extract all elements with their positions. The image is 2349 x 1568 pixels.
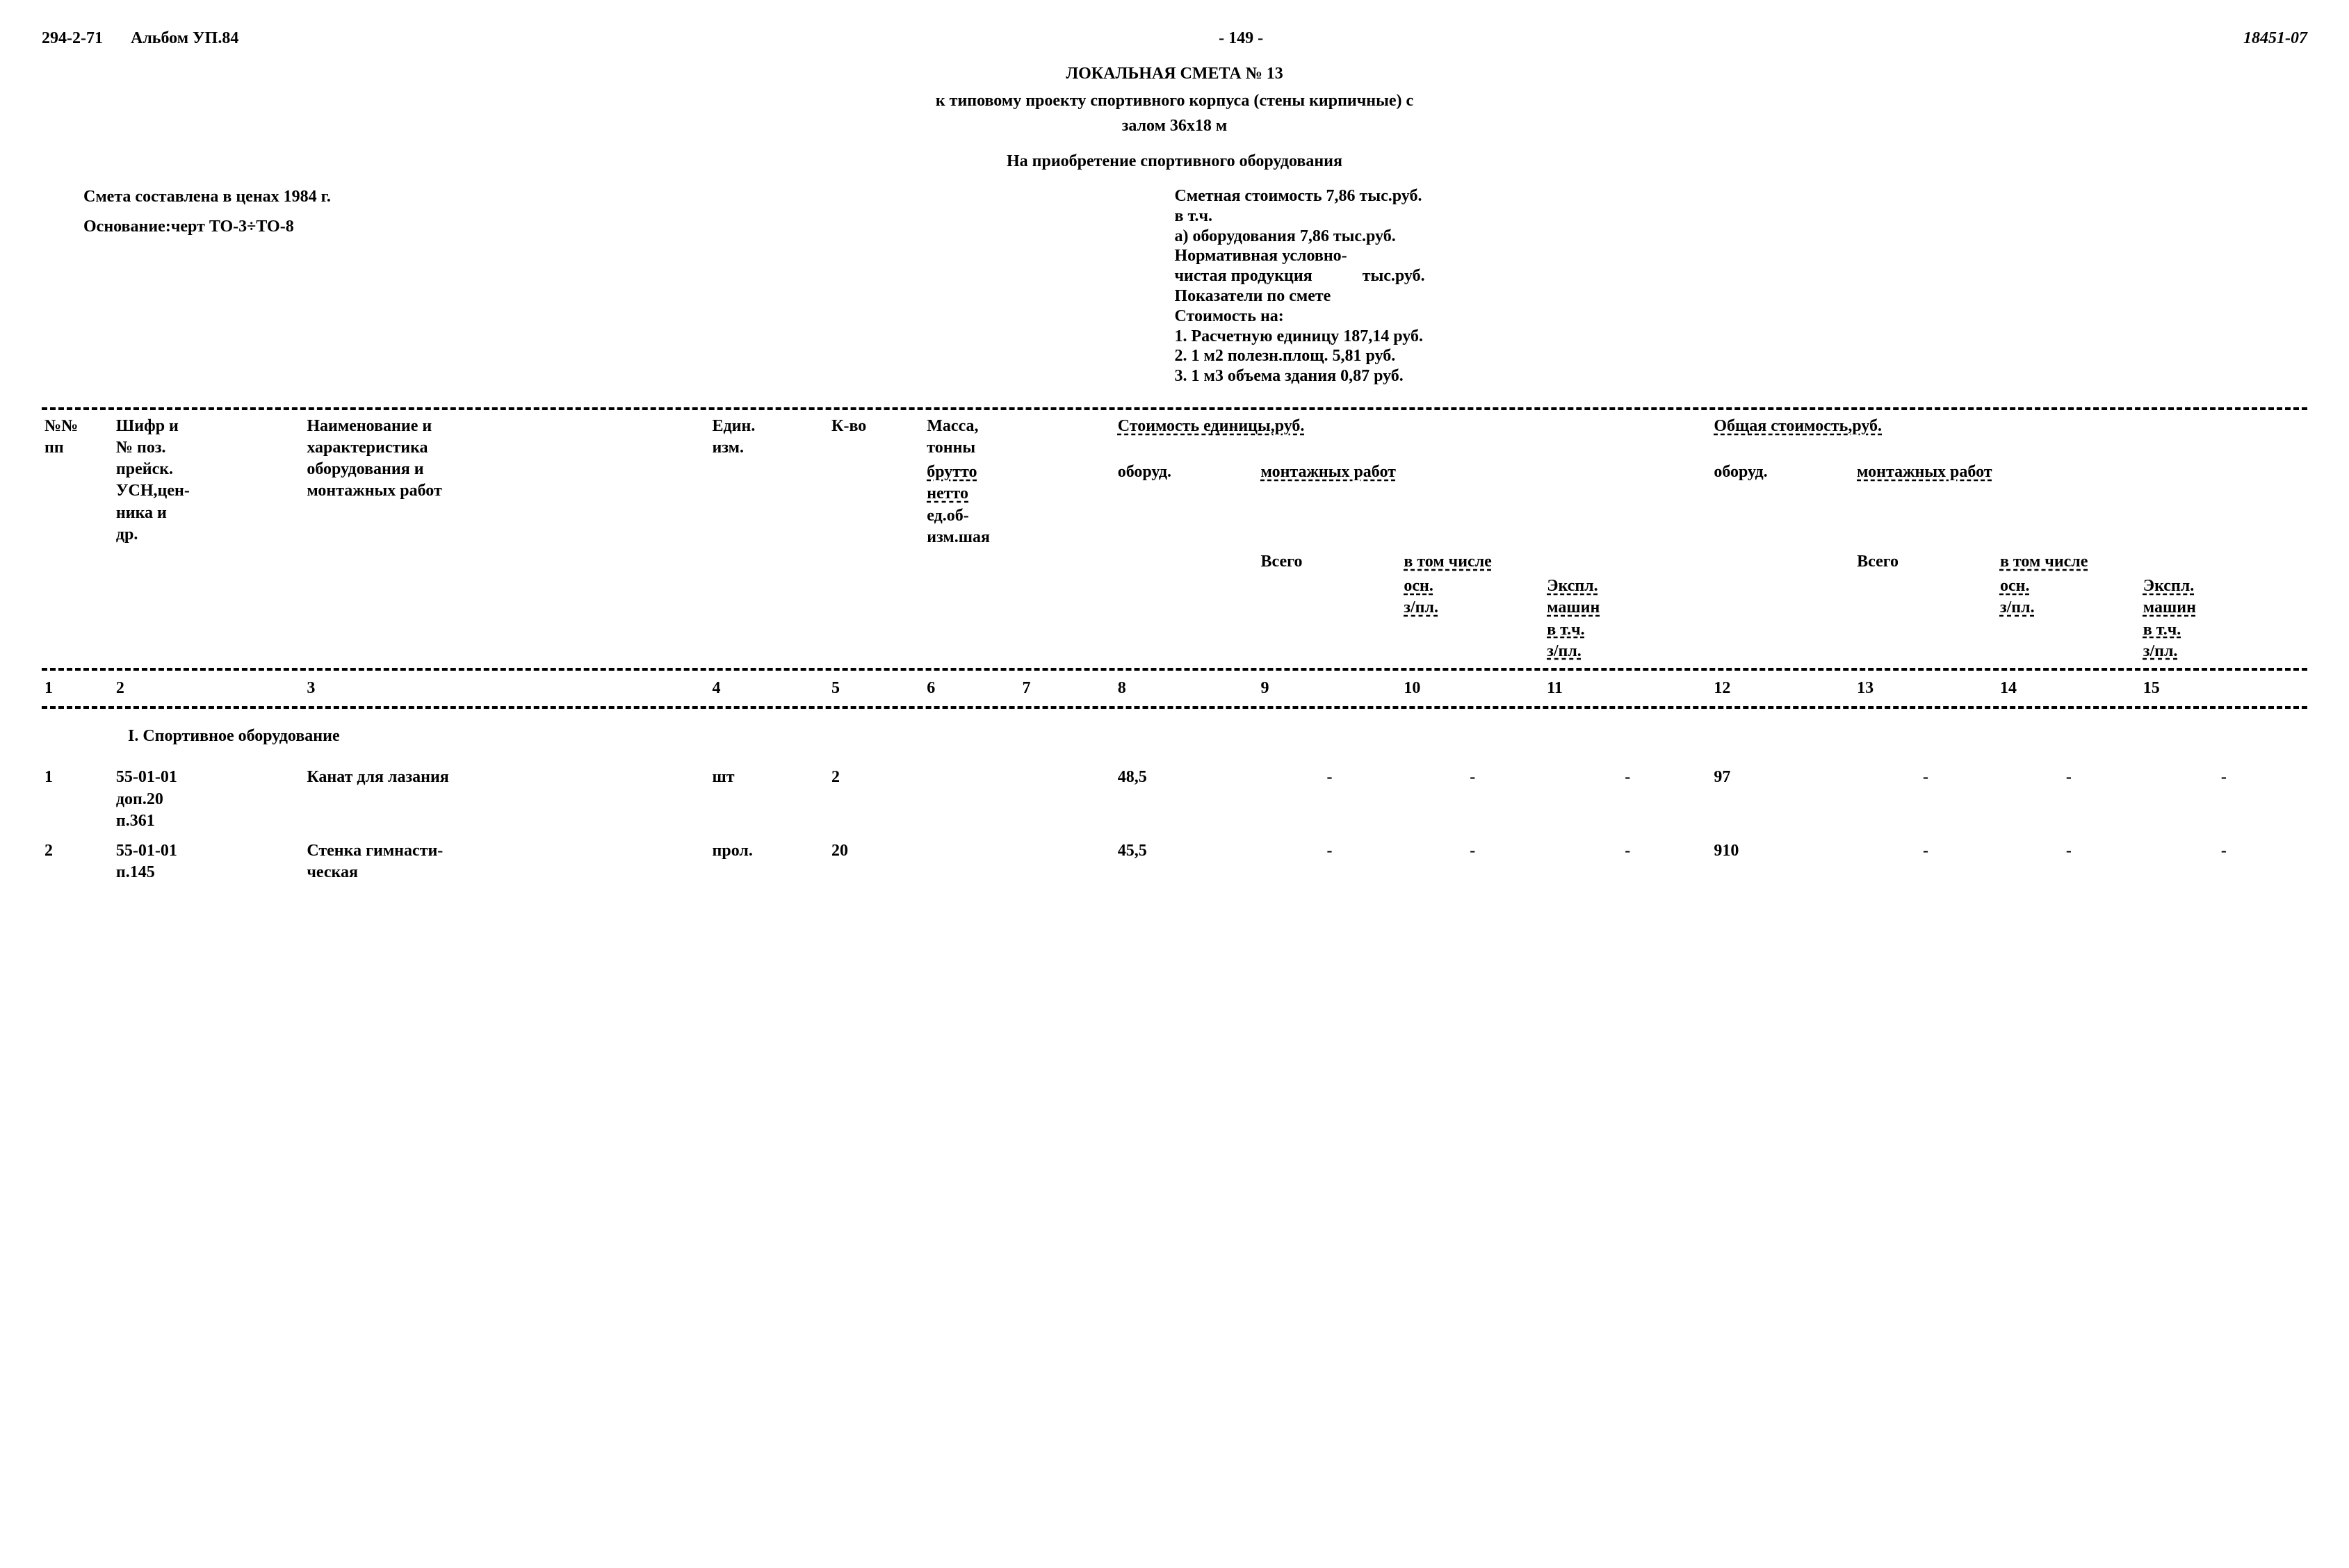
r2-c9: - [1258, 833, 1401, 885]
r2-c10: - [1401, 833, 1544, 885]
th-10: осн. з/пл. [1401, 574, 1544, 664]
th-12: оборуд. [1711, 460, 1854, 664]
ir-5: чистая продукция тыс.руб. [1175, 266, 2308, 286]
info-left-line1: Смета составлена в ценах 1984 г. [83, 186, 1062, 208]
coln-9: 9 [1258, 675, 1401, 702]
doc-number: 18451-07 [2243, 28, 2307, 49]
r1-c15: - [2140, 760, 2307, 833]
r1-n: 1 [42, 760, 113, 833]
title-sub: к типовому проекту спортивного корпуса (… [42, 90, 2307, 112]
th-mont2: монтажных работ [1854, 460, 2307, 550]
th-1: №№ пп [42, 414, 113, 664]
coln-1: 1 [42, 675, 113, 702]
title-main: ЛОКАЛЬНАЯ СМЕТА № 13 [42, 63, 2307, 85]
ir-10: 3. 1 м3 объема здания 0,87 руб. [1175, 366, 2308, 386]
th-5: К-во [829, 414, 924, 664]
ir-6: Показатели по смете [1175, 286, 2308, 307]
th-13: Всего [1854, 550, 1997, 664]
r2-c12: 910 [1711, 833, 1854, 885]
th-vtom1: в том числе [1401, 550, 1711, 574]
ir-9: 2. 1 м2 полезн.площ. 5,81 руб. [1175, 346, 2308, 366]
th-brutto: брутто нетто ед.об- изм.шая [924, 460, 1114, 550]
coln-4: 4 [710, 675, 829, 702]
r1-c12: 97 [1711, 760, 1854, 833]
coln-15: 15 [2140, 675, 2307, 702]
r1-code: 55-01-01 доп.20 п.361 [113, 760, 304, 833]
code-left: 294-2-71 [42, 28, 103, 49]
top-header: 294-2-71 Альбом УП.84 - 149 - 18451-07 [42, 28, 2307, 49]
r1-c10: - [1401, 760, 1544, 833]
r2-code: 55-01-01 п.145 [113, 833, 304, 885]
th-3: Наименование и характеристика оборудован… [304, 414, 709, 664]
coln-3: 3 [304, 675, 709, 702]
info-left: Смета составлена в ценах 1984 г. Основан… [42, 186, 1062, 386]
ir-7: Стоимость на: [1175, 307, 2308, 327]
r1-c14: - [1997, 760, 2140, 833]
th-15: Экспл. машин в т.ч. з/пл. [2140, 574, 2307, 664]
ir-8: 1. Расчетную единицу 187,14 руб. [1175, 327, 2308, 347]
coln-13: 13 [1854, 675, 1997, 702]
r1-c11: - [1544, 760, 1711, 833]
th-6: Масса, тонны [924, 414, 1114, 460]
th-total-cost: Общая стоимость,руб. [1711, 414, 2307, 460]
th-cost-unit: Стоимость единицы,руб. [1115, 414, 1712, 460]
r1-unit: шт [710, 760, 829, 833]
th-2: Шифр и № поз. прейск. УСН,цен- ника и др… [113, 414, 304, 664]
th-14: осн. з/пл. [1997, 574, 2140, 664]
table-head: №№ пп Шифр и № поз. прейск. УСН,цен- ник… [42, 414, 2307, 664]
th-11: Экспл. машин в т.ч. з/пл. [1544, 574, 1711, 664]
r2-c14: - [1997, 833, 2140, 885]
th-8: оборуд. [1115, 460, 1258, 664]
column-numbers-row: 1 2 3 4 5 6 7 8 9 10 11 12 13 14 15 [42, 675, 2307, 702]
coln-12: 12 [1711, 675, 1854, 702]
coln-8: 8 [1115, 675, 1258, 702]
r1-c8: 48,5 [1115, 760, 1258, 833]
ir-4: Нормативная условно- [1175, 246, 2308, 266]
coln-6: 6 [924, 675, 1019, 702]
coln-14: 14 [1997, 675, 2140, 702]
th-9: Всего [1258, 550, 1401, 664]
coln-11: 11 [1544, 675, 1711, 702]
r1-c13: - [1854, 760, 1997, 833]
title-block: ЛОКАЛЬНАЯ СМЕТА № 13 к типовому проекту … [42, 63, 2307, 137]
estimate-table: №№ пп Шифр и № поз. прейск. УСН,цен- ник… [42, 414, 2307, 885]
ir-1: Сметная стоимость 7,86 тыс.руб. [1175, 186, 2308, 206]
r2-qty: 20 [829, 833, 924, 885]
table-row: 1 55-01-01 доп.20 п.361 Канат для лазани… [42, 760, 2307, 833]
page-number: - 149 - [1219, 28, 1263, 49]
r2-c11: - [1544, 833, 1711, 885]
r1-name: Канат для лазания [304, 760, 709, 833]
coln-5: 5 [829, 675, 924, 702]
th-mont1: монтажных работ [1258, 460, 1712, 550]
th-4: Един. изм. [710, 414, 829, 664]
separator [42, 407, 2307, 410]
ir-2: в т.ч. [1175, 206, 2308, 227]
ir-3: а) оборудования 7,86 тыс.руб. [1175, 227, 2308, 247]
info-right: Сметная стоимость 7,86 тыс.руб. в т.ч. а… [1175, 186, 2308, 386]
r1-c9: - [1258, 760, 1401, 833]
th-vtom2: в том числе [1997, 550, 2307, 574]
album: Альбом УП.84 [131, 28, 238, 49]
r2-c13: - [1854, 833, 1997, 885]
coln-7: 7 [1019, 675, 1114, 702]
r2-c8: 45,5 [1115, 833, 1258, 885]
info-row: Смета составлена в ценах 1984 г. Основан… [42, 186, 2307, 386]
section-title: I. Спортивное оборудование [42, 713, 2307, 760]
title-zalom: залом 36х18 м [42, 115, 2307, 137]
coln-2: 2 [113, 675, 304, 702]
ir-5b: тыс.руб. [1363, 267, 1425, 285]
r2-n: 2 [42, 833, 113, 885]
info-left-line2: Основание:черт ТО-3÷ТО-8 [83, 216, 1062, 238]
r1-qty: 2 [829, 760, 924, 833]
r2-unit: прол. [710, 833, 829, 885]
subject: На приобретение спортивного оборудования [42, 151, 2307, 172]
r2-name: Стенка гимнасти- ческая [304, 833, 709, 885]
table-row: 2 55-01-01 п.145 Стенка гимнасти- ческая… [42, 833, 2307, 885]
ir-5a: чистая продукция [1175, 267, 1312, 285]
r2-c15: - [2140, 833, 2307, 885]
coln-10: 10 [1401, 675, 1544, 702]
